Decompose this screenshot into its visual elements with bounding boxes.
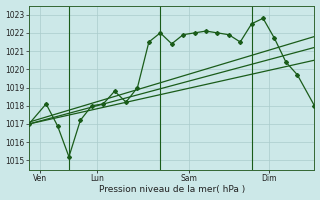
X-axis label: Pression niveau de la mer( hPa ): Pression niveau de la mer( hPa ) [99,185,245,194]
